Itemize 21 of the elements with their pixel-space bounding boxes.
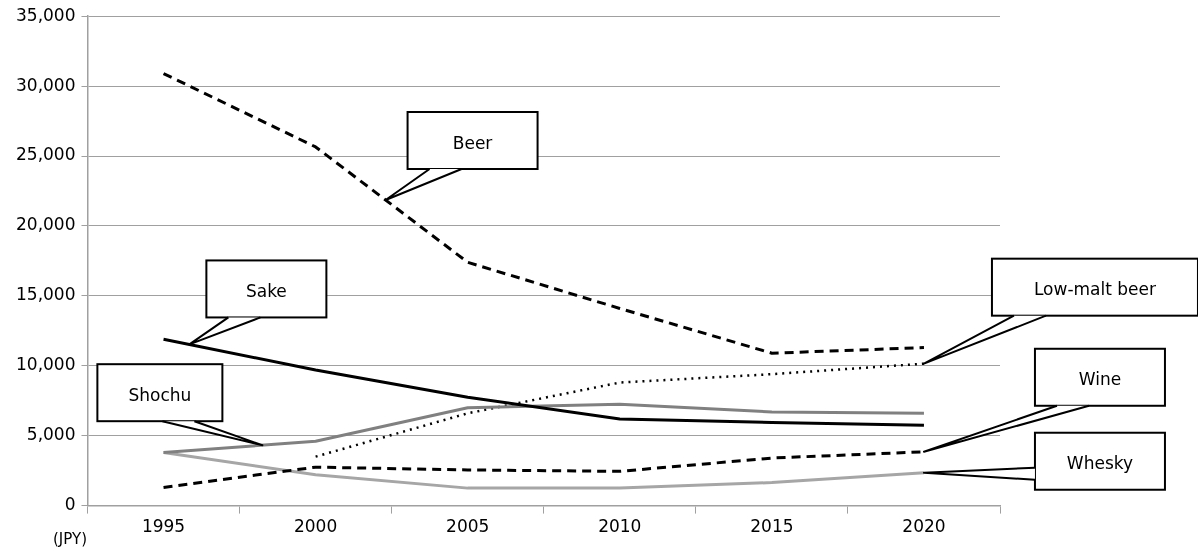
text: Whesky — [1066, 453, 1134, 474]
x-tick-label: 2010 — [598, 516, 642, 537]
y-tick-label: 35,000 — [16, 4, 76, 25]
text: Wine — [1078, 369, 1122, 390]
x-tick-label: 2020 — [902, 516, 946, 537]
x-tick-label: 2000 — [293, 516, 338, 537]
text: Beer — [452, 132, 493, 153]
x-tick-label: 1995 — [141, 516, 186, 537]
text: Low-malt beer — [1033, 279, 1156, 300]
y-tick-label: 20,000 — [16, 214, 76, 235]
y-tick-label: 15,000 — [16, 284, 76, 305]
y-tick-label: 30,000 — [16, 74, 76, 95]
x-tick-label: 2005 — [446, 516, 490, 537]
y-tick-label: 10,000 — [16, 354, 76, 375]
text: Shochu — [128, 384, 192, 405]
y-tick-label: 0 — [64, 494, 76, 515]
y-axis-title: (JPY) — [52, 529, 88, 548]
y-tick-label: 5,000 — [26, 424, 76, 445]
y-tick-label: 25,000 — [16, 144, 76, 165]
x-tick-label: 2015 — [750, 516, 794, 537]
text: Sake — [245, 280, 287, 301]
